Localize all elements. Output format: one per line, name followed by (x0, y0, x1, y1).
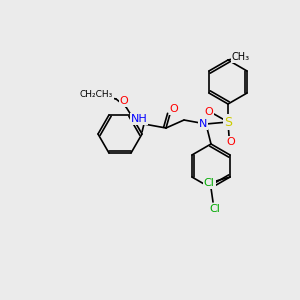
Text: S: S (224, 116, 232, 128)
Text: CH₂CH₃: CH₂CH₃ (80, 90, 112, 99)
Text: O: O (120, 96, 128, 106)
Text: N: N (199, 119, 207, 129)
Text: CH₃: CH₃ (232, 52, 250, 62)
Text: Cl: Cl (210, 204, 220, 214)
Text: Cl: Cl (204, 178, 214, 188)
Text: O: O (169, 104, 178, 114)
Text: O: O (205, 107, 213, 117)
Text: O: O (226, 137, 236, 147)
Text: NH: NH (130, 114, 147, 124)
